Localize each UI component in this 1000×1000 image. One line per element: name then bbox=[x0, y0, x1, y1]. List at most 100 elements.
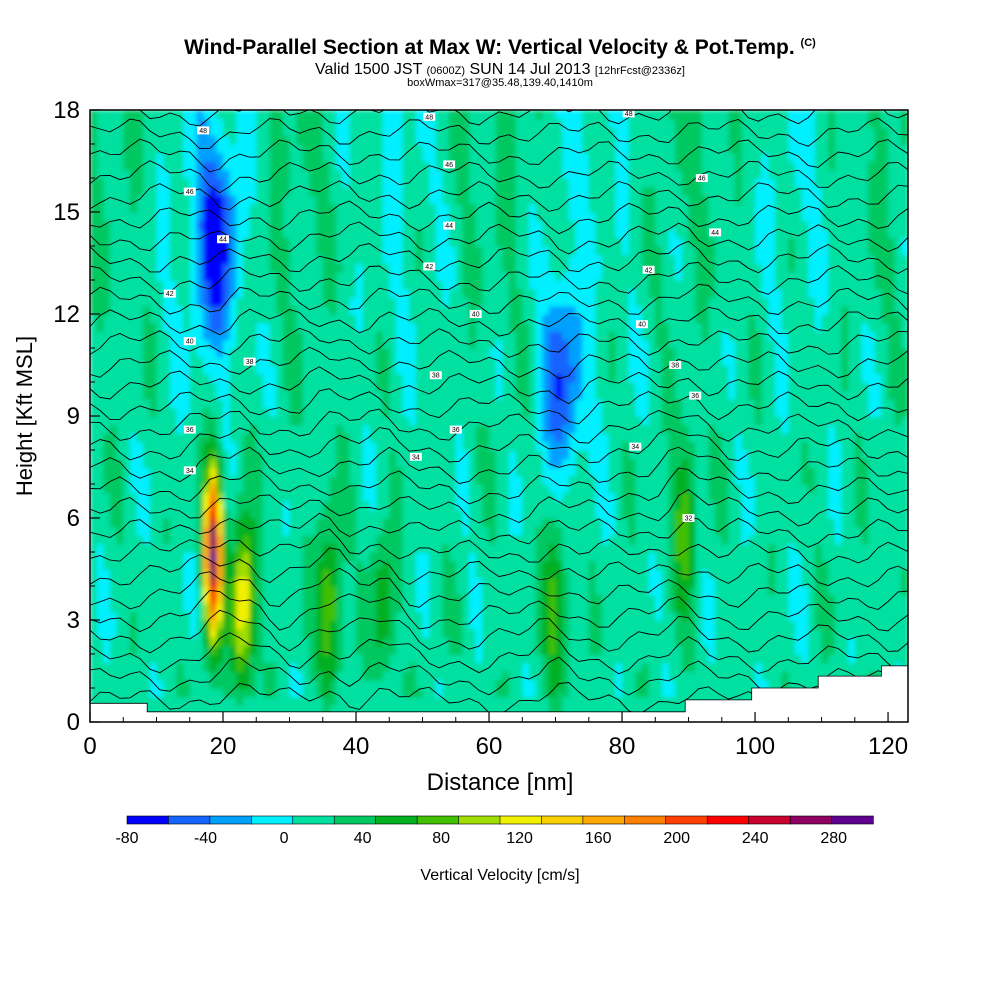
field-cell bbox=[435, 594, 444, 604]
field-cell bbox=[442, 322, 450, 332]
field-cell bbox=[515, 688, 524, 698]
field-cell bbox=[376, 424, 384, 434]
field-cell bbox=[435, 662, 444, 672]
field-cell bbox=[336, 637, 344, 647]
field-cell bbox=[110, 263, 118, 273]
field-cell bbox=[143, 526, 151, 536]
field-cell bbox=[110, 416, 118, 426]
field-cell bbox=[223, 433, 231, 443]
field-cell bbox=[495, 424, 504, 434]
field-cell bbox=[442, 662, 450, 672]
field-cell bbox=[528, 305, 537, 315]
field-cell bbox=[282, 339, 291, 349]
field-cell bbox=[143, 288, 151, 298]
field-cell bbox=[236, 280, 244, 290]
field-cell bbox=[356, 161, 364, 171]
field-cell bbox=[243, 594, 251, 604]
field-cell bbox=[209, 263, 218, 273]
field-cell bbox=[289, 603, 297, 613]
field-cell bbox=[163, 186, 171, 196]
field-cell bbox=[216, 458, 224, 468]
field-cell bbox=[249, 254, 258, 264]
field-cell bbox=[435, 118, 444, 128]
field-cell bbox=[209, 526, 218, 536]
field-cell bbox=[209, 382, 218, 392]
field-cell bbox=[209, 424, 218, 434]
field-cell bbox=[429, 594, 437, 604]
field-cell bbox=[342, 399, 351, 409]
field-cell bbox=[342, 526, 351, 536]
field-cell bbox=[123, 637, 131, 647]
field-cell bbox=[422, 297, 430, 307]
field-cell bbox=[149, 220, 158, 230]
field-cell bbox=[509, 161, 517, 171]
field-cell bbox=[422, 314, 430, 324]
field-cell bbox=[369, 382, 377, 392]
field-cell bbox=[336, 467, 344, 477]
field-cell bbox=[342, 118, 351, 128]
field-cell bbox=[322, 229, 331, 239]
field-cell bbox=[429, 577, 437, 587]
field-cell bbox=[376, 399, 384, 409]
field-cell bbox=[349, 382, 357, 392]
field-cell bbox=[475, 144, 484, 154]
field-cell bbox=[209, 271, 218, 281]
field-cell bbox=[376, 662, 384, 672]
field-cell bbox=[309, 696, 317, 706]
field-cell bbox=[475, 594, 484, 604]
field-cell bbox=[243, 458, 251, 468]
field-cell bbox=[296, 688, 304, 698]
field-cell bbox=[376, 535, 384, 545]
field-cell bbox=[196, 161, 204, 171]
field-cell bbox=[223, 671, 231, 681]
field-cell bbox=[276, 492, 284, 502]
field-cell bbox=[196, 535, 204, 545]
field-cell bbox=[196, 662, 204, 672]
field-cell bbox=[223, 118, 231, 128]
field-cell bbox=[449, 484, 457, 494]
field-cell bbox=[189, 305, 198, 315]
field-cell bbox=[515, 195, 524, 205]
field-cell bbox=[316, 611, 324, 621]
field-cell bbox=[176, 603, 184, 613]
field-cell bbox=[489, 671, 497, 681]
field-cell bbox=[449, 509, 457, 519]
field-cell bbox=[236, 671, 244, 681]
field-cell bbox=[136, 390, 145, 400]
field-cell bbox=[129, 611, 138, 621]
field-cell bbox=[149, 144, 158, 154]
field-cell bbox=[376, 161, 384, 171]
field-cell bbox=[183, 654, 191, 664]
field-cell bbox=[495, 365, 504, 375]
field-cell bbox=[296, 399, 304, 409]
field-cell bbox=[136, 161, 145, 171]
field-cell bbox=[356, 603, 364, 613]
field-cell bbox=[302, 628, 311, 638]
field-cell bbox=[129, 169, 138, 179]
field-cell bbox=[216, 543, 224, 553]
field-cell bbox=[449, 535, 457, 545]
field-cell bbox=[123, 484, 131, 494]
field-cell bbox=[289, 560, 297, 570]
field-cell bbox=[382, 152, 391, 162]
field-cell bbox=[382, 501, 391, 511]
field-cell bbox=[103, 518, 111, 528]
field-cell bbox=[429, 560, 437, 570]
field-cell bbox=[542, 322, 550, 332]
field-cell bbox=[322, 594, 331, 604]
field-cell bbox=[422, 288, 430, 298]
field-cell bbox=[209, 348, 218, 358]
field-cell bbox=[189, 603, 198, 613]
field-cell bbox=[356, 433, 364, 443]
field-cell bbox=[189, 679, 198, 689]
field-cell bbox=[169, 433, 178, 443]
field-cell bbox=[349, 603, 357, 613]
field-cell bbox=[515, 594, 524, 604]
field-cell bbox=[96, 246, 105, 256]
field-cell bbox=[429, 203, 437, 213]
field-cell bbox=[90, 407, 98, 417]
field-cell bbox=[442, 339, 450, 349]
field-cell bbox=[129, 118, 138, 128]
field-cell bbox=[402, 475, 411, 485]
field-cell bbox=[535, 688, 544, 698]
